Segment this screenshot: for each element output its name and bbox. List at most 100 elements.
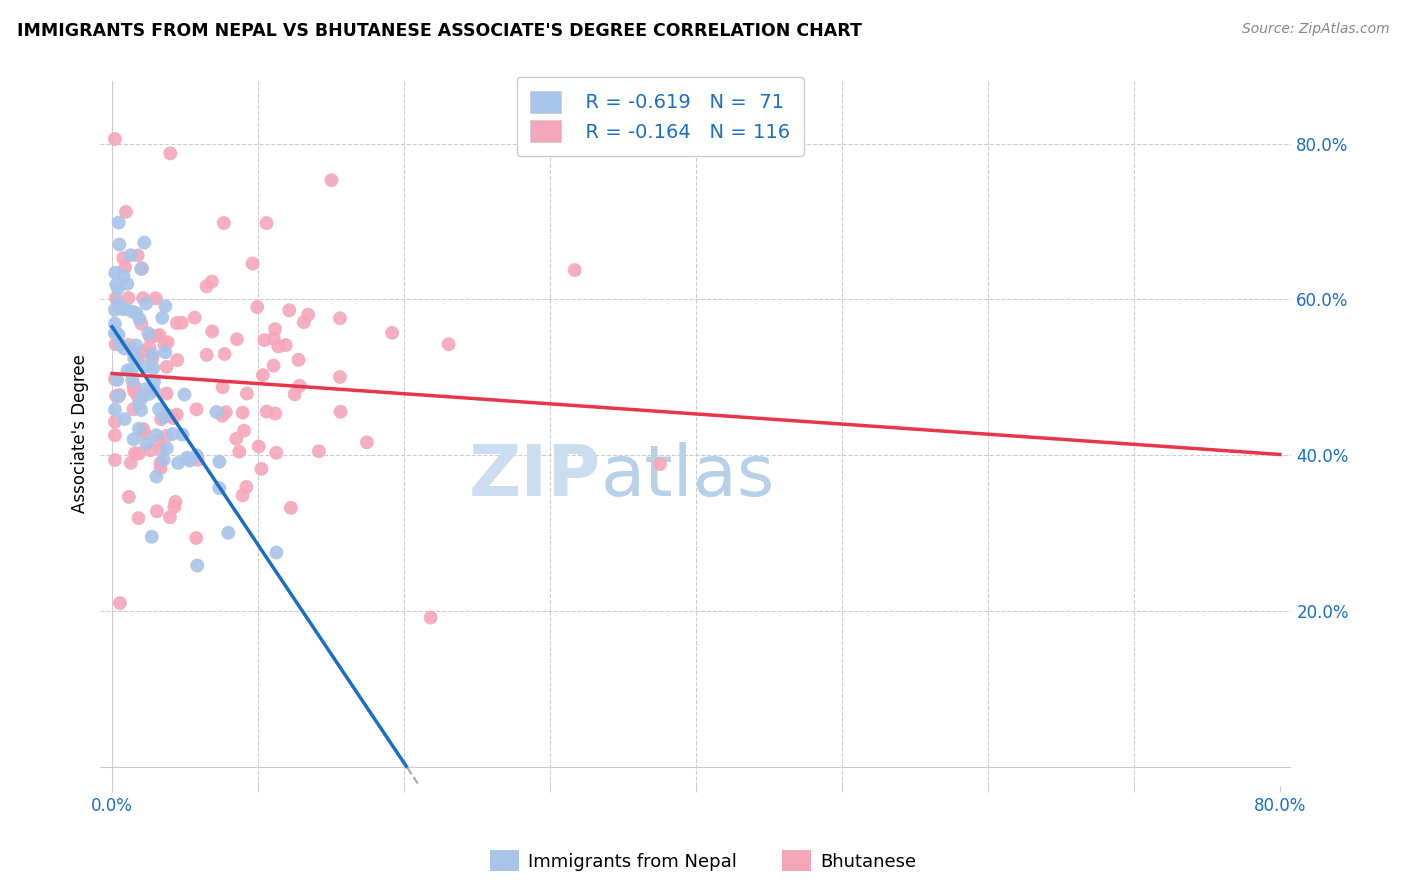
Point xyxy=(564,263,586,277)
Point xyxy=(163,500,186,514)
Point xyxy=(225,432,247,446)
Point xyxy=(186,402,208,417)
Point xyxy=(128,312,150,326)
Point xyxy=(131,317,153,331)
Point xyxy=(321,173,343,187)
Point xyxy=(195,348,218,362)
Point xyxy=(329,370,352,384)
Point xyxy=(125,306,148,320)
Point xyxy=(121,304,143,318)
Point xyxy=(115,277,138,291)
Point xyxy=(108,237,131,252)
Point xyxy=(132,291,155,305)
Point xyxy=(278,303,301,318)
Point xyxy=(135,436,157,450)
Point xyxy=(217,525,239,540)
Point xyxy=(142,361,165,376)
Point xyxy=(233,424,256,438)
Point xyxy=(104,428,127,442)
Text: IMMIGRANTS FROM NEPAL VS BHUTANESE ASSOCIATE'S DEGREE CORRELATION CHART: IMMIGRANTS FROM NEPAL VS BHUTANESE ASSOC… xyxy=(17,22,862,40)
Point xyxy=(112,269,135,284)
Point xyxy=(162,411,184,425)
Point xyxy=(105,277,128,292)
Point xyxy=(149,461,172,475)
Point xyxy=(128,511,150,525)
Point xyxy=(253,333,276,347)
Point xyxy=(150,442,173,457)
Point xyxy=(157,409,180,423)
Point xyxy=(166,408,188,422)
Point xyxy=(108,596,131,610)
Point xyxy=(142,347,165,361)
Point xyxy=(211,380,233,394)
Point xyxy=(107,327,129,342)
Point xyxy=(105,389,128,403)
Point xyxy=(117,291,139,305)
Point xyxy=(134,235,156,250)
Point xyxy=(308,444,330,458)
Point xyxy=(155,299,177,313)
Point xyxy=(132,422,155,436)
Point xyxy=(107,390,129,404)
Point xyxy=(235,480,257,494)
Point xyxy=(356,435,378,450)
Point xyxy=(205,405,228,419)
Point xyxy=(156,335,179,350)
Point xyxy=(122,432,145,446)
Legend: Immigrants from Nepal, Bhutanese: Immigrants from Nepal, Bhutanese xyxy=(482,843,924,879)
Point xyxy=(131,390,153,404)
Point xyxy=(252,368,274,383)
Point xyxy=(648,457,671,471)
Point xyxy=(136,326,159,341)
Point xyxy=(166,353,188,368)
Point xyxy=(208,481,231,495)
Point xyxy=(297,308,319,322)
Point xyxy=(131,261,153,276)
Text: ZIP: ZIP xyxy=(468,442,600,510)
Point xyxy=(124,379,146,393)
Point xyxy=(118,490,141,504)
Point xyxy=(128,446,150,460)
Point xyxy=(266,545,288,559)
Point xyxy=(120,456,142,470)
Point xyxy=(143,374,166,388)
Point xyxy=(274,338,297,352)
Point xyxy=(172,427,194,442)
Point xyxy=(165,495,187,509)
Point xyxy=(437,337,460,351)
Point xyxy=(208,455,231,469)
Point xyxy=(232,488,254,502)
Point xyxy=(139,330,162,344)
Point xyxy=(108,388,131,402)
Point xyxy=(156,386,179,401)
Point xyxy=(159,146,181,161)
Point xyxy=(246,300,269,314)
Point xyxy=(112,302,135,317)
Point xyxy=(141,351,163,365)
Point xyxy=(104,402,127,417)
Point xyxy=(138,340,160,354)
Point xyxy=(104,132,127,146)
Point xyxy=(149,456,172,470)
Legend:   R = -0.619   N =  71,   R = -0.164   N = 116: R = -0.619 N = 71, R = -0.164 N = 116 xyxy=(516,77,804,156)
Point xyxy=(104,415,127,429)
Point xyxy=(215,405,238,419)
Point xyxy=(152,410,174,425)
Point xyxy=(117,338,139,352)
Point xyxy=(134,382,156,396)
Point xyxy=(166,316,188,330)
Text: atlas: atlas xyxy=(600,442,775,510)
Point xyxy=(124,351,146,366)
Point xyxy=(256,216,278,230)
Point xyxy=(107,296,129,310)
Point xyxy=(104,266,127,280)
Point xyxy=(150,412,173,426)
Point xyxy=(214,347,236,361)
Point xyxy=(122,346,145,360)
Point xyxy=(104,453,127,467)
Point xyxy=(141,530,163,544)
Point xyxy=(129,403,152,417)
Point xyxy=(280,500,302,515)
Point xyxy=(121,373,143,387)
Point xyxy=(264,407,287,421)
